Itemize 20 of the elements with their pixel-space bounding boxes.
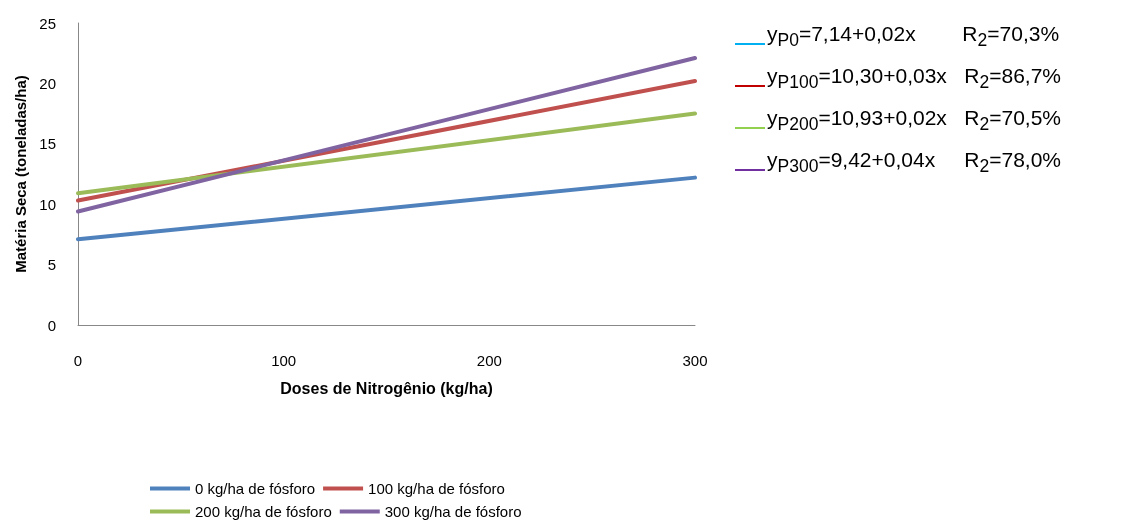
x-axis-title: Doses de Nitrogênio (kg/ha) (280, 379, 493, 397)
legend-label: 200 kg/ha de fósforo (195, 503, 332, 520)
y-tick-label: 5 (47, 256, 56, 274)
text: y$_{P200}$=10,93+0,02x R$_{2}$=70,5% (767, 106, 1062, 136)
text: y$_{P300}$=9,42+0,04x R$_{2}$=78,0% (767, 148, 1062, 178)
x-tick-label: 100 (271, 352, 297, 369)
x-tick-label: 300 (682, 352, 708, 369)
y-tick-label: 15 (39, 135, 56, 153)
x-tick-label: 200 (476, 352, 502, 369)
legend-label: 0 kg/ha de fósforo (195, 480, 316, 497)
text: y$_{P100}$=10,30+0,03x R$_{2}$=86,7% (767, 64, 1062, 94)
y-tick-label: 25 (39, 14, 56, 32)
legend-label: 300 kg/ha de fósforo (384, 503, 522, 520)
legend-label: 100 kg/ha de fósforo (368, 480, 505, 497)
y-tick-label: 10 (39, 195, 56, 213)
text: y$_{P0}$=7,14+0,02x R$_{2}$=70,3% (767, 22, 1060, 52)
y-tick-label: 20 (39, 74, 56, 92)
x-tick-label: 0 (73, 352, 83, 369)
y-tick-label: 0 (47, 316, 56, 334)
y-axis-title: Matéria Seca (toneladas/ha) (12, 75, 29, 273)
